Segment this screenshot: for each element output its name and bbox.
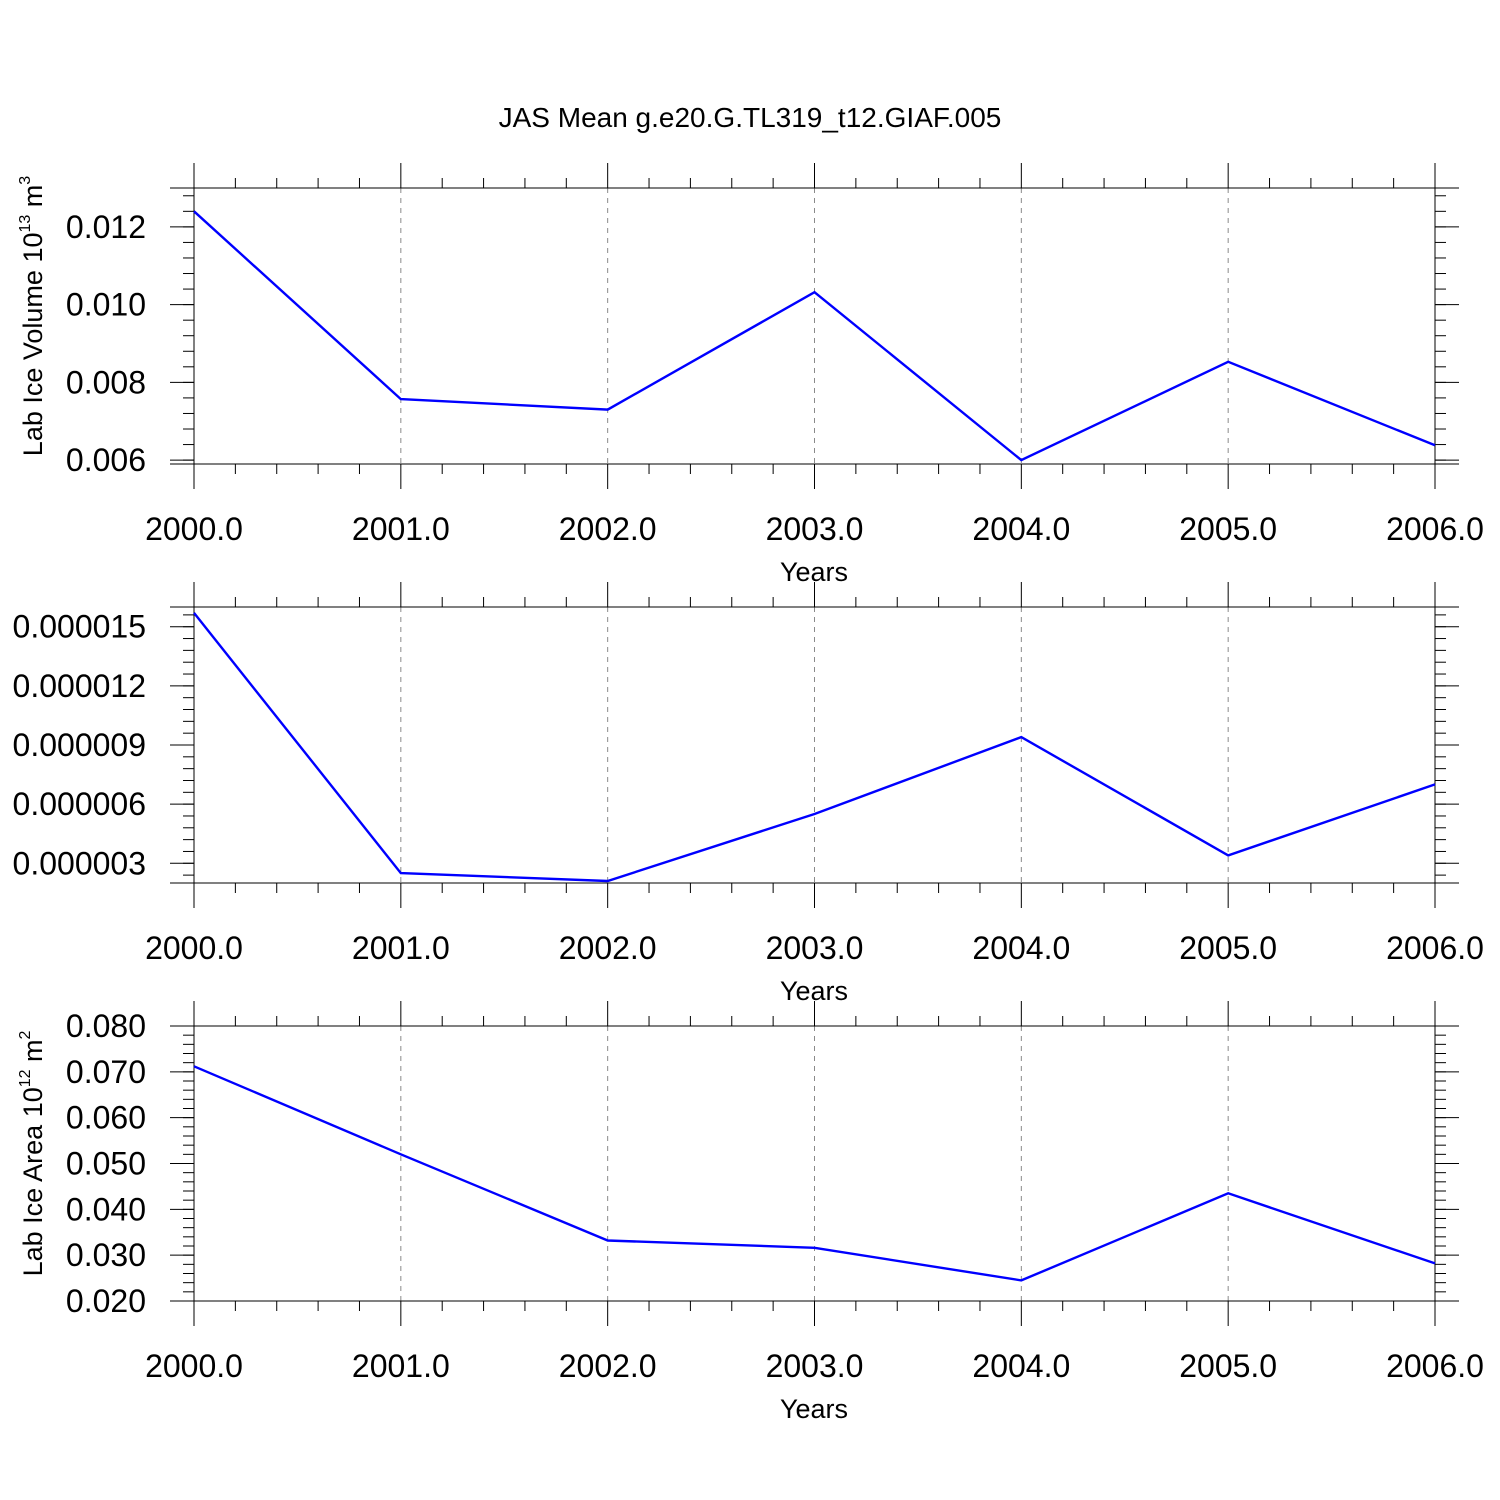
x-tick-label: 2000.0 <box>145 930 243 966</box>
series-line <box>193 210 1436 462</box>
x-tick-label: 2000.0 <box>145 511 243 547</box>
x-tick-label: 2006.0 <box>1386 930 1484 966</box>
y-axis-title: Lab Ice Area 1012 m2 <box>17 1030 48 1276</box>
y-axis-title: Lab Ice Volume 1013 m3 <box>17 176 48 456</box>
y-axis-title-exponent: 12 <box>17 1069 34 1087</box>
panel-3: 2000.0 2001.0 2002.0 2003.0 2004.0 2005.0 2006… <box>17 1001 1484 1424</box>
y-tick-label: 0.000009 <box>13 727 146 763</box>
y-tick-label: 0.000015 <box>13 609 146 645</box>
x-tick-label: 2004.0 <box>972 511 1070 547</box>
x-tick-label: 2004.0 <box>972 930 1070 966</box>
y-tick-label: 0.000003 <box>13 845 146 881</box>
figure-title: JAS Mean g.e20.G.TL319_t12.GIAF.005 <box>499 102 1002 133</box>
y-axis-title-unit: m <box>18 185 48 215</box>
y-tick-label: 0.050 <box>66 1146 146 1182</box>
y-tick-label: 0.012 <box>66 209 146 245</box>
panel-1: 2000.0 2001.0 2002.0 2003.0 2004.0 2005.0 2006… <box>17 163 1484 587</box>
x-tick-label: 2006.0 <box>1386 1348 1484 1384</box>
y-tick-label: 0.080 <box>66 1008 146 1044</box>
y-tick-label: 0.020 <box>66 1283 146 1319</box>
x-tick-label: 2002.0 <box>559 930 657 966</box>
y-tick-label: 0.040 <box>66 1191 146 1227</box>
panel-2: 2000.0 2001.0 2002.0 2003.0 2004.0 2005.0 2006… <box>13 582 1484 1006</box>
x-tick-label: 2000.0 <box>145 1348 243 1384</box>
x-tick-label: 2005.0 <box>1179 1348 1277 1384</box>
y-axis-title-text: Lab Ice Area 10 <box>18 1087 48 1276</box>
x-tick-label: 2002.0 <box>559 511 657 547</box>
x-tick-label: 2003.0 <box>766 930 864 966</box>
x-tick-label: 2001.0 <box>352 930 450 966</box>
x-tick-label: 2003.0 <box>766 511 864 547</box>
y-tick-label: 0.070 <box>66 1054 146 1090</box>
y-axis-title-unit: m <box>18 1039 48 1069</box>
x-tick-label: 2002.0 <box>559 1348 657 1384</box>
y-axis-title-text: Lab Ice Volume 10 <box>18 233 48 457</box>
x-axis-title: Years <box>780 1394 848 1424</box>
y-tick-label: 0.000006 <box>13 786 146 822</box>
y-tick-label: 0.030 <box>66 1237 146 1273</box>
y-tick-label: 0.060 <box>66 1100 146 1136</box>
panels: 2000.0 2001.0 2002.0 2003.0 2004.0 2005.0 2006… <box>13 163 1484 1424</box>
y-tick-label: 0.010 <box>66 287 146 323</box>
x-tick-label: 2001.0 <box>352 1348 450 1384</box>
x-tick-label: 2005.0 <box>1179 930 1277 966</box>
x-tick-label: 2001.0 <box>352 511 450 547</box>
y-axis-title-unit-exponent: 2 <box>17 1030 34 1039</box>
y-tick-label: 0.000012 <box>13 668 146 704</box>
y-tick-label: 0.008 <box>66 364 146 400</box>
x-tick-label: 2004.0 <box>972 1348 1070 1384</box>
y-axis-title-exponent: 13 <box>17 215 34 233</box>
series-line <box>193 1065 1436 1282</box>
x-tick-label: 2005.0 <box>1179 511 1277 547</box>
series-line <box>193 612 1436 883</box>
x-tick-label: 2006.0 <box>1386 511 1484 547</box>
y-axis-title-unit-exponent: 3 <box>17 176 34 185</box>
x-tick-label: 2003.0 <box>766 1348 864 1384</box>
y-tick-label: 0.006 <box>66 442 146 478</box>
